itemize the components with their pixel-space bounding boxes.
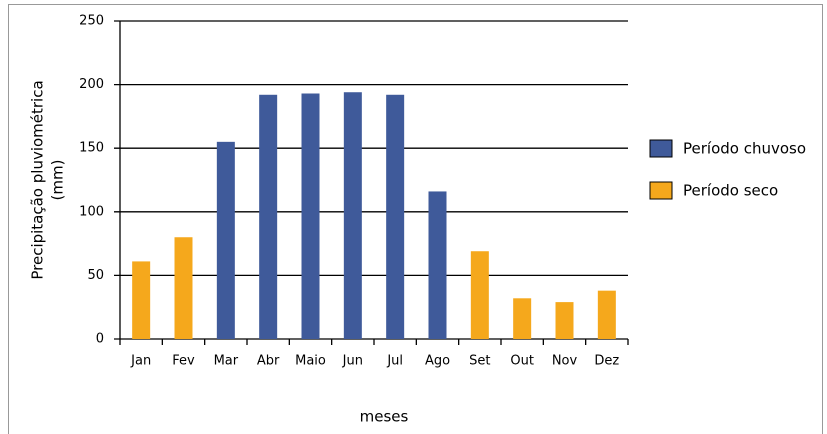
bar: [301, 93, 320, 339]
x-tick-label: Set: [469, 354, 490, 369]
x-tick-label: Dez: [594, 354, 619, 369]
x-tick-label: Abr: [257, 354, 280, 369]
chart-frame: [8, 4, 823, 434]
y-axis-label: Precipitação pluviométrica: [29, 80, 47, 279]
bar: [428, 191, 447, 339]
bar: [343, 92, 362, 340]
legend-swatch: [649, 181, 673, 200]
bar: [555, 302, 574, 339]
bar: [174, 237, 193, 339]
bar: [386, 94, 405, 339]
bar: [513, 298, 532, 339]
legend-label: Período chuvoso: [683, 140, 806, 158]
x-axis-label: meses: [360, 408, 409, 426]
x-tick-label: Ago: [425, 354, 450, 369]
x-tick-label: Mar: [214, 354, 239, 369]
y-tick-label: 100: [79, 204, 104, 219]
x-tick-label: Jul: [386, 354, 403, 369]
y-tick-label: 50: [87, 268, 104, 283]
bar: [470, 251, 489, 339]
legend-label: Período seco: [683, 182, 778, 200]
bar: [597, 290, 616, 339]
legend-swatch: [649, 139, 673, 158]
y-tick-label: 150: [79, 141, 104, 156]
x-tick-label: Nov: [552, 354, 578, 369]
y-tick-label: 0: [96, 332, 104, 347]
x-tick-label: Out: [510, 354, 534, 369]
bar: [132, 261, 151, 339]
x-tick-label: Fev: [172, 354, 195, 369]
x-tick-label: Jan: [130, 354, 151, 369]
y-tick-label: 250: [79, 14, 104, 29]
x-tick-label: Jun: [342, 354, 363, 369]
bar: [259, 94, 278, 339]
bar: [216, 141, 235, 339]
y-tick-label: 200: [79, 77, 104, 92]
x-tick-label: Maio: [295, 354, 326, 369]
y-axis-label: (mm): [49, 160, 67, 201]
